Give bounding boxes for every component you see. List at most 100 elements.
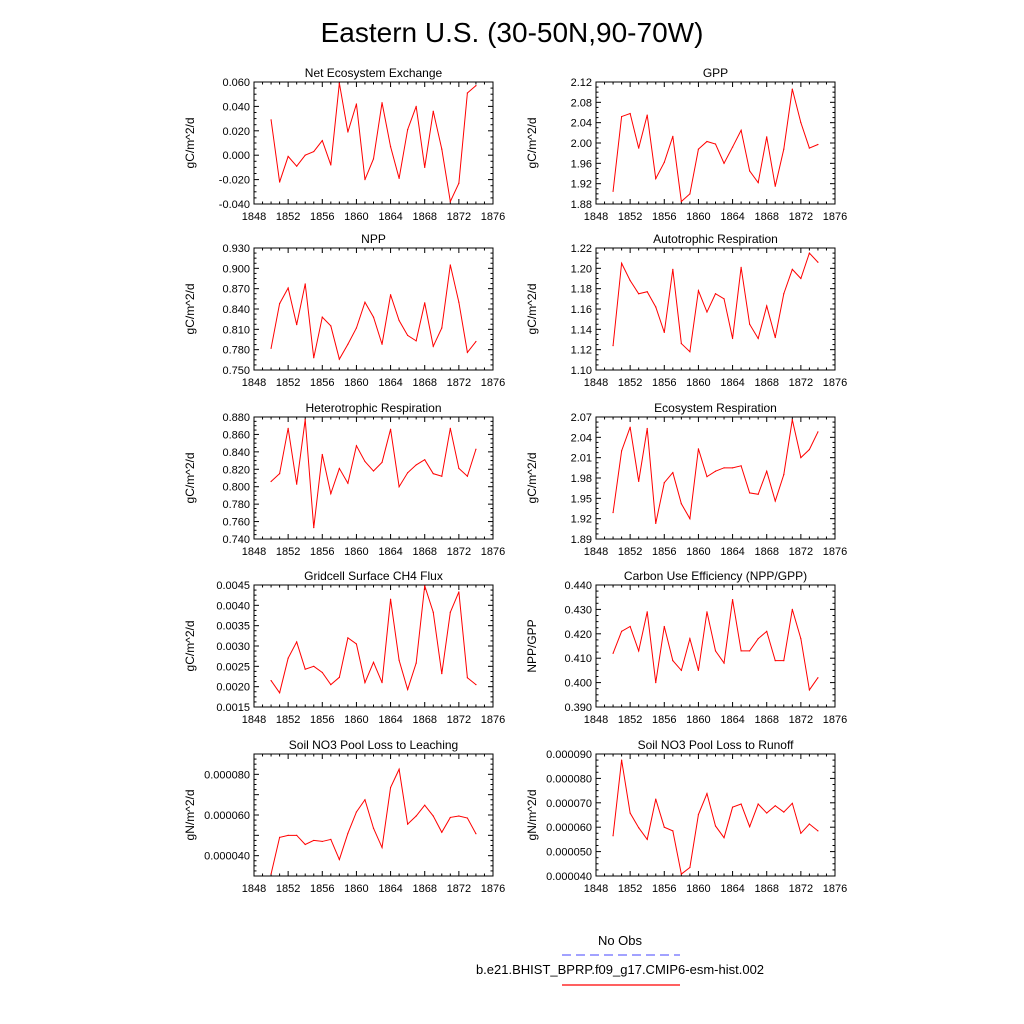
data-point <box>783 148 785 150</box>
data-point <box>415 662 417 664</box>
x-tick-label: 1868 <box>754 377 778 389</box>
data-point <box>714 143 717 145</box>
data-point <box>740 465 742 467</box>
data-point <box>466 92 468 94</box>
x-tick-label: 1860 <box>344 377 368 389</box>
data-point <box>279 836 281 838</box>
x-tick-label: 1872 <box>789 714 813 726</box>
data-point <box>441 148 443 150</box>
panel-6: Ecosystem Respiration 1848 1852 1856 1860 186… <box>525 401 847 558</box>
data-point <box>749 826 751 828</box>
data-point <box>672 471 674 474</box>
y-tick-label: 0.810 <box>222 324 250 336</box>
data-point <box>279 473 281 475</box>
x-tick-label: 1848 <box>242 714 266 726</box>
data-point <box>766 470 768 472</box>
y-axis-label: gN/m^2/d <box>525 790 539 841</box>
data-point <box>313 527 315 529</box>
data-point <box>270 480 272 483</box>
data-point <box>338 82 340 84</box>
data-point <box>458 815 460 817</box>
data-point <box>672 135 674 137</box>
series-line <box>270 83 477 204</box>
data-point <box>808 689 810 691</box>
y-tick-label: 0.400 <box>564 678 592 690</box>
data-point <box>372 470 375 472</box>
x-tick-label: 1852 <box>618 714 642 726</box>
y-tick-label: 0.0025 <box>216 661 250 673</box>
panel-title: Ecosystem Respiration <box>654 401 777 415</box>
data-point <box>689 638 691 640</box>
x-tick-label: 1864 <box>720 714 744 726</box>
data-point <box>612 511 614 514</box>
data-point <box>279 181 281 183</box>
y-tick-label: 1.92 <box>571 179 592 191</box>
x-tick-label: 1852 <box>618 377 642 389</box>
y-tick-label: 0.020 <box>222 126 250 138</box>
y-axis-label: gN/m^2/d <box>183 790 197 841</box>
y-tick-label: 0.0035 <box>216 621 250 633</box>
y-tick-label: 0.000040 <box>546 871 592 883</box>
data-point <box>783 474 785 476</box>
data-point <box>757 493 759 495</box>
x-tick-label: 1860 <box>686 211 710 223</box>
data-point <box>723 837 725 839</box>
data-point <box>629 625 631 628</box>
data-point <box>304 283 306 285</box>
data-point <box>766 630 768 632</box>
x-tick-label: 1856 <box>310 714 334 726</box>
data-point <box>338 676 340 678</box>
x-tick-label: 1852 <box>618 211 642 223</box>
x-tick-label: 1856 <box>652 377 676 389</box>
data-point <box>689 518 691 520</box>
data-point <box>381 102 383 104</box>
y-tick-label: 0.060 <box>222 77 250 89</box>
data-point <box>740 650 742 652</box>
x-tick-label: 1864 <box>720 883 744 895</box>
panel-5: Heterotrophic Respiration 1848 1852 1856 186… <box>183 401 505 558</box>
plot-frame <box>253 416 494 540</box>
y-tick-label: 0.410 <box>564 653 592 665</box>
data-point <box>389 428 392 430</box>
data-point <box>407 472 409 474</box>
x-tick-label: 1864 <box>378 546 402 558</box>
x-tick-label: 1864 <box>720 546 744 558</box>
data-point <box>372 316 375 318</box>
data-point <box>808 252 810 254</box>
panel-title: Carbon Use Efficiency (NPP/GPP) <box>624 569 807 583</box>
y-tick-label: 0.930 <box>222 243 250 255</box>
data-point <box>270 873 272 875</box>
y-tick-label: 0.000060 <box>546 822 592 834</box>
x-tick-label: 1856 <box>652 211 676 223</box>
data-point <box>389 146 392 148</box>
data-point <box>287 287 289 289</box>
x-tick-label: 1876 <box>823 546 847 558</box>
data-point <box>757 182 759 184</box>
x-tick-label: 1852 <box>618 883 642 895</box>
x-tick-label: 1868 <box>754 211 778 223</box>
data-point <box>714 470 717 472</box>
series-line <box>270 419 477 528</box>
y-tick-label: 1.18 <box>571 284 592 296</box>
x-tick-label: 1868 <box>412 377 436 389</box>
data-point <box>389 598 392 600</box>
data-point <box>646 427 648 430</box>
data-point <box>432 345 434 347</box>
data-point <box>372 661 375 663</box>
x-tick-label: 1876 <box>823 211 847 223</box>
data-point <box>458 182 460 184</box>
x-tick-label: 1852 <box>276 546 300 558</box>
x-tick-label: 1852 <box>276 883 300 895</box>
data-point <box>296 834 298 836</box>
x-tick-label: 1872 <box>447 714 471 726</box>
data-point <box>321 316 323 318</box>
data-point <box>398 659 400 661</box>
y-tick-label: 1.12 <box>571 345 592 357</box>
data-point <box>330 325 332 327</box>
data-point <box>612 835 614 837</box>
x-tick-label: 1852 <box>276 211 300 223</box>
data-point <box>817 830 819 832</box>
panel-4: Autotrophic Respiration 1848 1852 1856 1860 1… <box>525 232 847 389</box>
data-point <box>389 786 392 789</box>
data-point <box>817 261 819 263</box>
